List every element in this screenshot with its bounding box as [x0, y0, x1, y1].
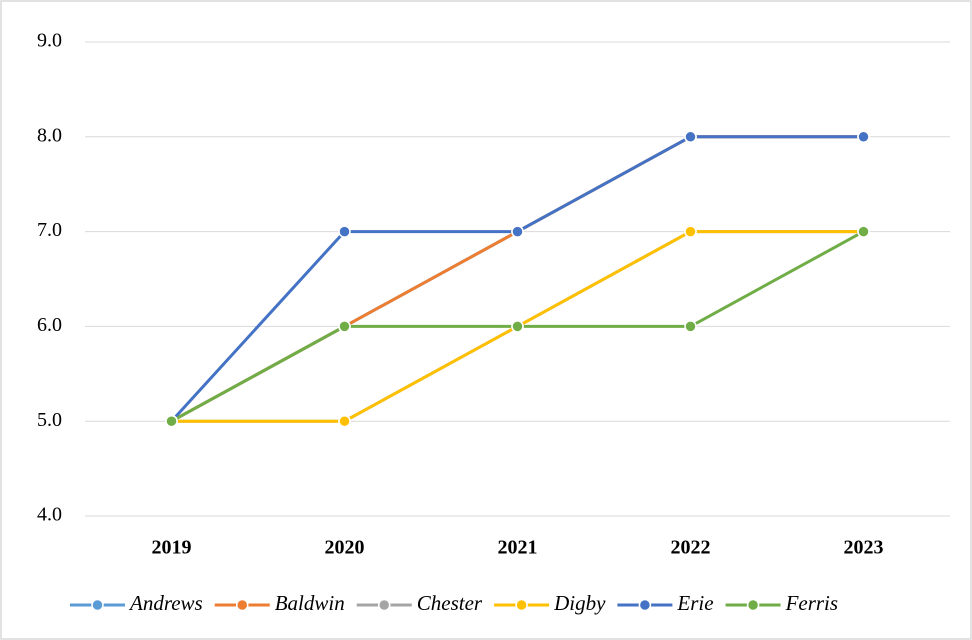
data-point [511, 225, 524, 238]
legend-marker [638, 598, 652, 612]
y-tick-label: 5.0 [37, 409, 62, 431]
data-point [684, 225, 697, 238]
data-point [338, 320, 351, 333]
legend-label: Baldwin [275, 591, 345, 615]
data-point [165, 414, 178, 428]
data-point [857, 130, 870, 144]
data-point [338, 225, 351, 238]
y-tick-label: 6.0 [37, 314, 62, 336]
data-point [684, 130, 697, 144]
x-tick-label: 2019 [152, 537, 192, 559]
data-point [684, 320, 697, 333]
data-point [857, 225, 870, 238]
data-point [338, 414, 351, 428]
legend-label: Erie [676, 591, 713, 615]
legend-label: Ferris [785, 591, 839, 615]
y-tick-label: 7.0 [37, 219, 62, 241]
legend-marker [515, 598, 528, 612]
legend-marker [378, 598, 391, 612]
y-tick-label: 4.0 [37, 504, 62, 526]
legend-label: Chester [417, 591, 483, 615]
x-tick-label: 2022 [671, 537, 711, 559]
legend-label: Digby [553, 591, 606, 615]
data-point [511, 320, 524, 333]
legend-marker [91, 598, 104, 612]
legend-marker [235, 598, 249, 612]
x-tick-label: 2023 [844, 537, 884, 559]
y-tick-label: 8.0 [37, 124, 62, 146]
legend-label: Andrews [128, 591, 203, 615]
y-tick-label: 9.0 [37, 30, 62, 52]
legend-marker [746, 598, 760, 612]
x-tick-label: 2020 [325, 537, 365, 559]
x-tick-label: 2021 [498, 537, 538, 559]
